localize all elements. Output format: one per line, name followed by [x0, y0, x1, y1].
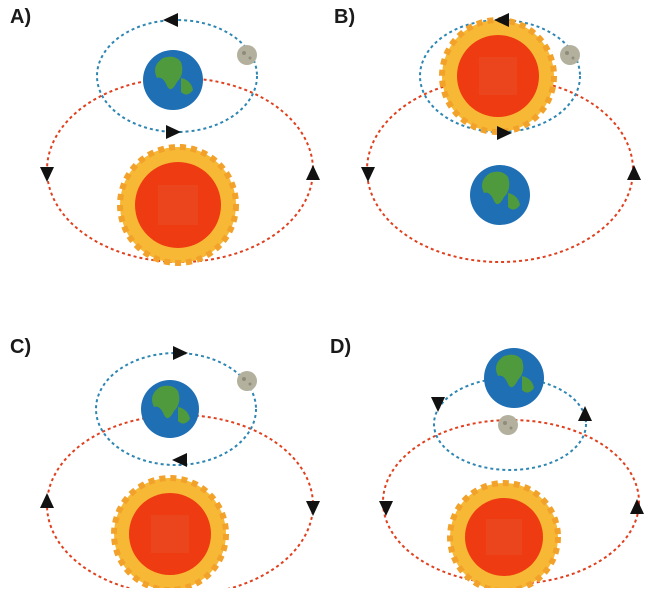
arrow-icon — [172, 453, 187, 467]
arrow-icon — [361, 167, 375, 182]
moon-icon — [237, 371, 257, 391]
arrow-icon — [306, 165, 320, 180]
arrow-icon — [166, 125, 181, 139]
arrow-icon — [306, 501, 320, 516]
moon-icon — [237, 45, 257, 65]
panel-label-d: D) — [330, 336, 352, 358]
arrow-icon — [40, 167, 54, 182]
sun-icon — [439, 17, 557, 135]
small-orbit — [419, 19, 581, 133]
earth-icon — [484, 348, 544, 408]
arrow-icon — [163, 13, 178, 27]
sun-icon — [447, 480, 561, 588]
arrow-icon — [627, 165, 641, 180]
earth-icon — [470, 165, 530, 225]
arrow-icon — [630, 499, 644, 514]
arrow-icon — [578, 406, 592, 421]
diagram-d — [379, 348, 644, 588]
arrow-icon — [173, 346, 188, 360]
sun-icon — [111, 475, 229, 588]
earth-icon — [143, 50, 203, 110]
panel-label-c: C) — [10, 336, 32, 358]
small-orbit — [95, 352, 257, 466]
sun-icon — [117, 144, 239, 266]
panel-d: D) — [328, 294, 656, 588]
panel-a: A) — [0, 0, 328, 294]
panel-c: C) — [0, 294, 328, 588]
panel-b: B) — [328, 0, 656, 294]
panel-label-b: B) — [334, 6, 356, 28]
arrow-icon — [379, 501, 393, 516]
moon-icon — [498, 415, 518, 435]
moon-icon — [560, 45, 580, 65]
earth-icon — [141, 380, 199, 438]
diagram-b — [361, 13, 641, 263]
small-orbit — [433, 377, 587, 471]
small-orbit — [96, 19, 258, 133]
diagram-a — [40, 13, 320, 266]
arrow-icon — [40, 493, 54, 508]
arrow-icon — [431, 397, 445, 412]
diagram-c — [40, 346, 320, 588]
arrow-icon — [497, 126, 512, 140]
arrow-icon — [494, 13, 509, 27]
panel-label-a: A) — [10, 6, 32, 28]
